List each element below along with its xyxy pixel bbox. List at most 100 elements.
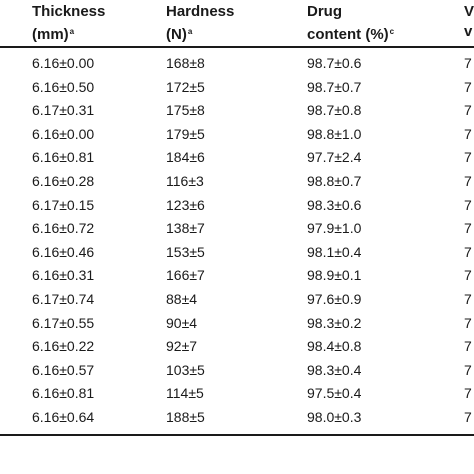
cell-thickness: 6.16±0.28 (32, 172, 95, 189)
cell-truncated: 7 (464, 102, 472, 119)
cell-thickness: 6.16±0.72 (32, 220, 95, 237)
cell-drug-content: 97.7±2.4 (307, 149, 362, 166)
cell-hardness: 123±6 (166, 196, 205, 213)
cell-hardness: 138±7 (166, 220, 205, 237)
cell-hardness: 179±5 (166, 125, 205, 142)
table-row: 6.16±0.00 179±5 98.8±1.0 7 (0, 123, 474, 147)
cell-drug-content: 98.7±0.6 (307, 55, 362, 71)
cell-hardness: 184±6 (166, 149, 205, 166)
footnote-marker: a (69, 27, 75, 36)
cell-hardness: 153±5 (166, 243, 205, 260)
cell-hardness: 116±3 (166, 172, 204, 189)
cell-truncated: 7 (464, 172, 472, 189)
cell-drug-content: 98.8±1.0 (307, 125, 362, 142)
cell-truncated: 7 (464, 243, 472, 260)
table-row: 6.16±0.81 184±6 97.7±2.4 7 (0, 146, 474, 170)
table-row: 6.16±0.64 188±5 98.0±0.3 7 (0, 406, 474, 430)
cell-drug-content: 98.7±0.8 (307, 102, 362, 119)
table-row: 6.16±0.46 153±5 98.1±0.4 7 (0, 241, 474, 265)
cell-thickness: 6.16±0.00 (32, 125, 95, 142)
cell-drug-content: 98.3±0.6 (307, 196, 362, 213)
table-row: 6.16±0.81 114±5 97.5±0.4 7 (0, 382, 474, 406)
table-row: 6.16±0.50 172±5 98.7±0.7 7 (0, 76, 474, 100)
cell-thickness: 6.16±0.57 (32, 361, 95, 378)
header-drug-content: Drug content (%)c (307, 2, 394, 45)
cell-thickness: 6.16±0.31 (32, 267, 95, 284)
cell-drug-content: 98.0±0.3 (307, 408, 362, 425)
footnote-marker: c (389, 27, 395, 36)
cell-drug-content: 98.3±0.4 (307, 361, 362, 378)
cell-hardness: 103±5 (166, 361, 205, 378)
table-row: 6.16±0.28 116±3 98.8±0.7 7 (0, 170, 474, 194)
header-hardness: Hardness (N)a (166, 2, 234, 45)
cell-thickness: 6.16±0.81 (32, 385, 95, 402)
header-drug-line1: Drug (307, 3, 342, 20)
table-body: 6.16±0.00 168±8 98.7±0.6 7 6.16±0.50 172±5 98.… (0, 52, 474, 430)
cell-hardness: 90±4 (166, 314, 198, 331)
cell-truncated: 7 (464, 361, 472, 378)
cell-hardness: 92±7 (166, 338, 198, 355)
table-row: 6.17±0.74 88±4 97.6±0.9 7 (0, 288, 474, 312)
table-row: 6.16±0.72 138±7 97.9±1.0 7 (0, 217, 474, 241)
cell-thickness: 6.16±0.46 (32, 243, 95, 260)
cell-thickness: 6.17±0.55 (32, 314, 95, 331)
footnote-marker: a (187, 27, 193, 36)
cell-truncated: 7 (464, 149, 472, 166)
cell-thickness: 6.16±0.00 (32, 55, 95, 71)
cell-thickness: 6.16±0.64 (32, 408, 95, 425)
cell-drug-content: 98.1±0.4 (307, 243, 362, 260)
header-truncated-line2: v (464, 23, 473, 40)
cell-thickness: 6.17±0.74 (32, 290, 95, 307)
table-row: 6.17±0.15 123±6 98.3±0.6 7 (0, 194, 474, 218)
header-rule (0, 46, 474, 48)
cell-drug-content: 98.9±0.1 (307, 267, 362, 284)
cell-truncated: 7 (464, 338, 472, 355)
cell-drug-content: 97.6±0.9 (307, 290, 362, 307)
bottom-rule (0, 434, 474, 436)
cell-truncated: 7 (464, 408, 472, 425)
cell-hardness: 168±8 (166, 55, 205, 71)
cell-hardness: 88±4 (166, 290, 198, 307)
cell-thickness: 6.17±0.15 (32, 196, 95, 213)
cell-truncated: 7 (464, 78, 472, 95)
table-header: Thickness (mm)a Hardness (N)a Drug conte… (0, 0, 474, 46)
header-hardness-line2: (N) (166, 26, 187, 43)
cell-drug-content: 98.7±0.7 (307, 78, 362, 95)
table-row: 6.17±0.55 90±4 98.3±0.2 7 (0, 312, 474, 336)
cell-truncated: 7 (464, 267, 472, 284)
cell-truncated: 7 (464, 385, 472, 402)
cell-drug-content: 98.3±0.2 (307, 314, 362, 331)
cell-thickness: 6.16±0.22 (32, 338, 95, 355)
table-row: 6.16±0.22 92±7 98.4±0.8 7 (0, 335, 474, 359)
cell-hardness: 114±5 (166, 385, 204, 402)
table-row: 6.16±0.57 103±5 98.3±0.4 7 (0, 359, 474, 383)
cell-hardness: 175±8 (166, 102, 205, 119)
cell-hardness: 166±7 (166, 267, 205, 284)
cell-drug-content: 97.9±1.0 (307, 220, 362, 237)
header-thickness-line2: (mm) (32, 26, 69, 43)
table-row: 6.16±0.00 168±8 98.7±0.6 7 (0, 52, 474, 76)
cell-drug-content: 97.5±0.4 (307, 385, 362, 402)
cell-truncated: 7 (464, 196, 472, 213)
cell-truncated: 7 (464, 314, 472, 331)
cell-truncated: 7 (464, 220, 472, 237)
header-truncated: V v (464, 2, 474, 42)
cell-thickness: 6.16±0.81 (32, 149, 95, 166)
header-thickness: Thickness (mm)a (32, 2, 105, 45)
cell-truncated: 7 (464, 55, 472, 71)
cell-truncated: 7 (464, 290, 472, 307)
table-row: 6.17±0.31 175±8 98.7±0.8 7 (0, 99, 474, 123)
cell-hardness: 188±5 (166, 408, 205, 425)
cell-drug-content: 98.4±0.8 (307, 338, 362, 355)
cell-truncated: 7 (464, 125, 472, 142)
cell-thickness: 6.16±0.50 (32, 78, 95, 95)
cell-thickness: 6.17±0.31 (32, 102, 95, 119)
header-thickness-line1: Thickness (32, 3, 106, 20)
header-hardness-line1: Hardness (166, 3, 235, 20)
header-truncated-line1: V (464, 3, 474, 20)
table-row: 6.16±0.31 166±7 98.9±0.1 7 (0, 264, 474, 288)
header-drug-line2: content (%) (307, 26, 389, 43)
cell-drug-content: 98.8±0.7 (307, 172, 362, 189)
cell-hardness: 172±5 (166, 78, 205, 95)
